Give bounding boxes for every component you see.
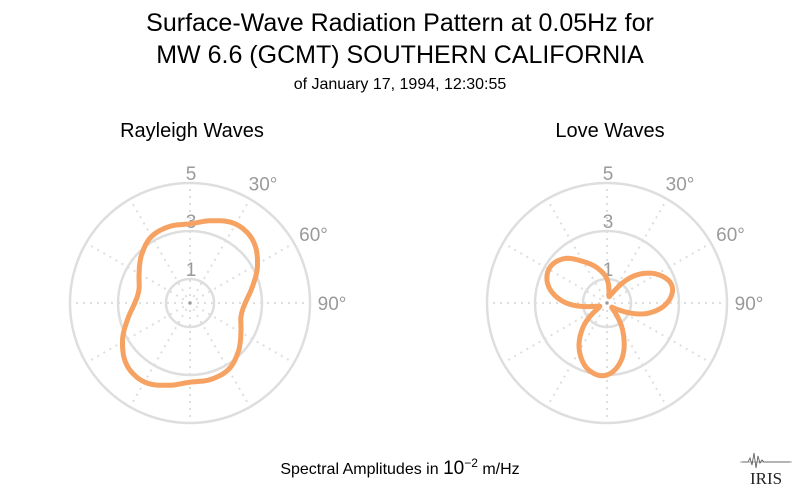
chart-title-line1: Surface-Wave Radiation Pattern at 0.05Hz…: [146, 9, 654, 37]
love-spoke-330: [546, 198, 608, 304]
love-spoke-60: [606, 242, 712, 304]
rayleigh-spoke-60: [189, 242, 295, 304]
iris-logo-text: IRIS: [750, 469, 782, 488]
footer-exponent: −2: [464, 456, 478, 470]
rayleigh-spoke-150: [189, 302, 251, 408]
love-spoke-240: [502, 302, 608, 364]
love-angle-tick-label: 60°: [716, 225, 745, 246]
rayleigh-angle-tick-label: 90°: [318, 294, 347, 315]
love-spoke-30: [606, 198, 668, 304]
rayleigh-spoke-210: [129, 302, 191, 408]
rayleigh-radiation-pattern: [120, 218, 260, 388]
rayleigh-spoke-300: [85, 242, 191, 304]
rayleigh-radial-tick-label: 1: [186, 260, 197, 281]
rayleigh-angle-tick-label: 30°: [249, 174, 278, 195]
footer-base: 10: [443, 458, 465, 479]
love-spoke-300: [502, 242, 608, 304]
chart-title-line2: MW 6.6 (GCMT) SOUTHERN CALIFORNIA: [156, 41, 644, 69]
footer-units: Spectral Amplitudes in 10−2 m/Hz: [0, 456, 800, 480]
rayleigh-spoke-330: [129, 198, 191, 304]
rayleigh-spoke-240: [85, 302, 191, 364]
love-radiation-pattern: [544, 255, 676, 379]
love-radial-tick-label: 5: [603, 164, 614, 185]
footer-prefix: Spectral Amplitudes in: [280, 461, 444, 478]
rayleigh-panel-title: Rayleigh Waves: [120, 120, 264, 142]
love-center-dot: [605, 301, 609, 305]
love-spoke-120: [606, 302, 712, 364]
love-radial-tick-label: 3: [603, 212, 614, 233]
rayleigh-grid-circle-1: [164, 277, 216, 329]
love-panel-title: Love Waves: [555, 120, 665, 142]
rayleigh-angle-tick-label: 60°: [299, 225, 328, 246]
rayleigh-center-dot: [188, 301, 192, 305]
love-spoke-150: [606, 302, 668, 408]
iris-logo: IRIS: [740, 452, 792, 488]
footer-unit: m/Hz: [477, 461, 520, 478]
love-angle-tick-label: 90°: [735, 294, 764, 315]
chart-title-date: of January 17, 1994, 12:30:55: [293, 76, 507, 93]
rayleigh-spoke-30: [189, 198, 251, 304]
love-angle-tick-label: 30°: [666, 174, 695, 195]
rayleigh-radial-tick-label: 5: [186, 164, 197, 185]
rayleigh-spoke-120: [189, 302, 295, 364]
love-radial-tick-label: 1: [603, 260, 614, 281]
love-spoke-210: [546, 302, 608, 408]
